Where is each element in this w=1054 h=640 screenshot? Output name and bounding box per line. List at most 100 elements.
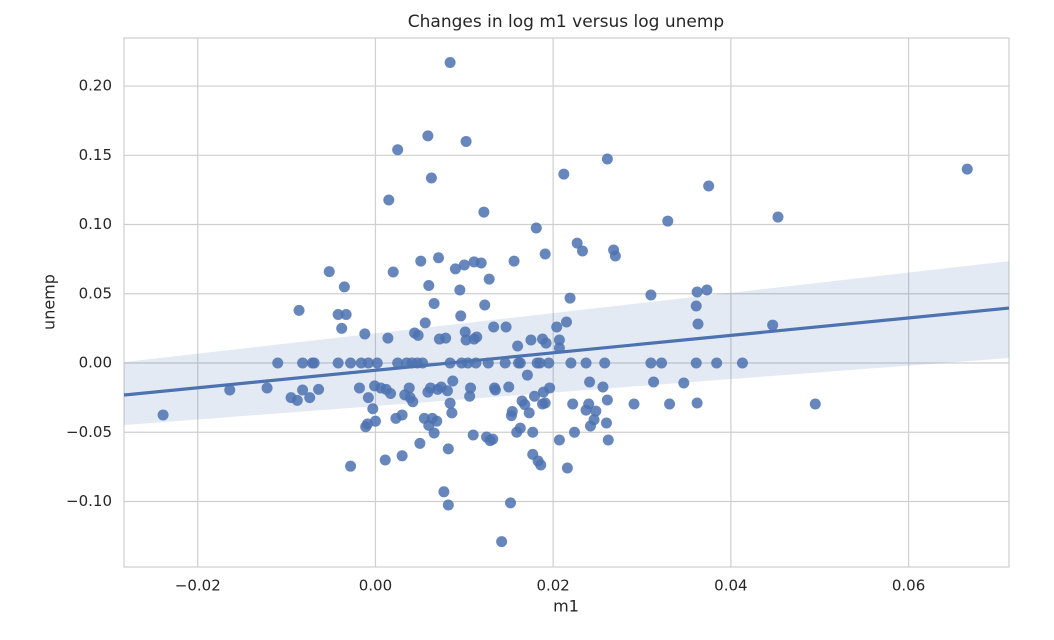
- point: [530, 222, 542, 234]
- point: [414, 437, 426, 449]
- plot-area: [123, 37, 1010, 568]
- point: [431, 415, 443, 427]
- point: [385, 387, 397, 399]
- point: [600, 417, 612, 429]
- point: [544, 382, 556, 394]
- point: [379, 454, 391, 466]
- point: [458, 259, 470, 271]
- point: [415, 255, 427, 267]
- point: [609, 250, 621, 262]
- y-tick-label: 0.10: [79, 215, 112, 233]
- point: [500, 321, 512, 333]
- point: [662, 215, 674, 227]
- point: [534, 357, 546, 369]
- point: [678, 377, 690, 389]
- point: [703, 180, 715, 192]
- point: [505, 497, 517, 509]
- point: [382, 332, 394, 344]
- point: [369, 415, 381, 427]
- point: [701, 284, 713, 296]
- point: [297, 384, 309, 396]
- point: [567, 398, 579, 410]
- point: [527, 426, 539, 438]
- point: [387, 266, 399, 278]
- point: [539, 397, 551, 409]
- point: [588, 414, 600, 426]
- point: [422, 130, 434, 142]
- point: [711, 357, 723, 369]
- point: [425, 172, 437, 184]
- point: [584, 376, 596, 388]
- point: [767, 319, 779, 331]
- point: [648, 376, 660, 388]
- point: [441, 385, 453, 397]
- point: [506, 405, 518, 417]
- point: [478, 206, 490, 218]
- point: [460, 135, 472, 147]
- point: [736, 357, 748, 369]
- point: [412, 329, 424, 341]
- point: [961, 163, 973, 175]
- point: [336, 322, 348, 334]
- point: [423, 279, 435, 291]
- point: [503, 381, 515, 393]
- x-tick-label: 0.02: [536, 577, 569, 595]
- point: [489, 384, 501, 396]
- point: [565, 357, 577, 369]
- point: [514, 357, 526, 369]
- point: [525, 334, 537, 346]
- point: [551, 321, 563, 333]
- point: [332, 309, 344, 321]
- point: [293, 304, 305, 316]
- x-tick-label: 0.06: [892, 577, 925, 595]
- point: [323, 266, 335, 278]
- point: [367, 403, 379, 415]
- point: [460, 334, 472, 346]
- point: [442, 443, 454, 455]
- point: [690, 300, 702, 312]
- point: [454, 284, 466, 296]
- point: [447, 375, 459, 387]
- chart-title: Changes in log m1 versus log unemp: [408, 12, 724, 32]
- point: [444, 397, 456, 409]
- y-tick-label: 0.05: [79, 284, 112, 302]
- point: [487, 433, 499, 445]
- point: [523, 407, 535, 419]
- point: [772, 211, 784, 223]
- point: [499, 357, 511, 369]
- point: [459, 326, 471, 338]
- point: [564, 292, 576, 304]
- point: [571, 237, 583, 249]
- point: [553, 334, 565, 346]
- point: [656, 357, 668, 369]
- point: [599, 357, 611, 369]
- point: [561, 462, 573, 474]
- confidence-band: [124, 261, 1009, 426]
- x-tick-label: 0.04: [714, 577, 747, 595]
- y-axis-label: unemp: [40, 274, 59, 330]
- point: [304, 392, 316, 404]
- point: [362, 392, 374, 404]
- point: [628, 398, 640, 410]
- point: [442, 499, 454, 511]
- point: [345, 357, 357, 369]
- regression-line: [123, 306, 1010, 397]
- point: [479, 299, 491, 311]
- point: [691, 286, 703, 298]
- point: [438, 486, 450, 498]
- point: [690, 357, 702, 369]
- point: [692, 318, 704, 330]
- point: [345, 460, 357, 472]
- point: [371, 357, 383, 369]
- point: [496, 536, 508, 548]
- point: [449, 263, 461, 275]
- point: [464, 390, 476, 402]
- point: [157, 409, 169, 421]
- point: [465, 382, 477, 394]
- point: [553, 434, 565, 446]
- point: [691, 397, 703, 409]
- point: [467, 429, 479, 441]
- point: [261, 382, 273, 394]
- point: [224, 384, 236, 396]
